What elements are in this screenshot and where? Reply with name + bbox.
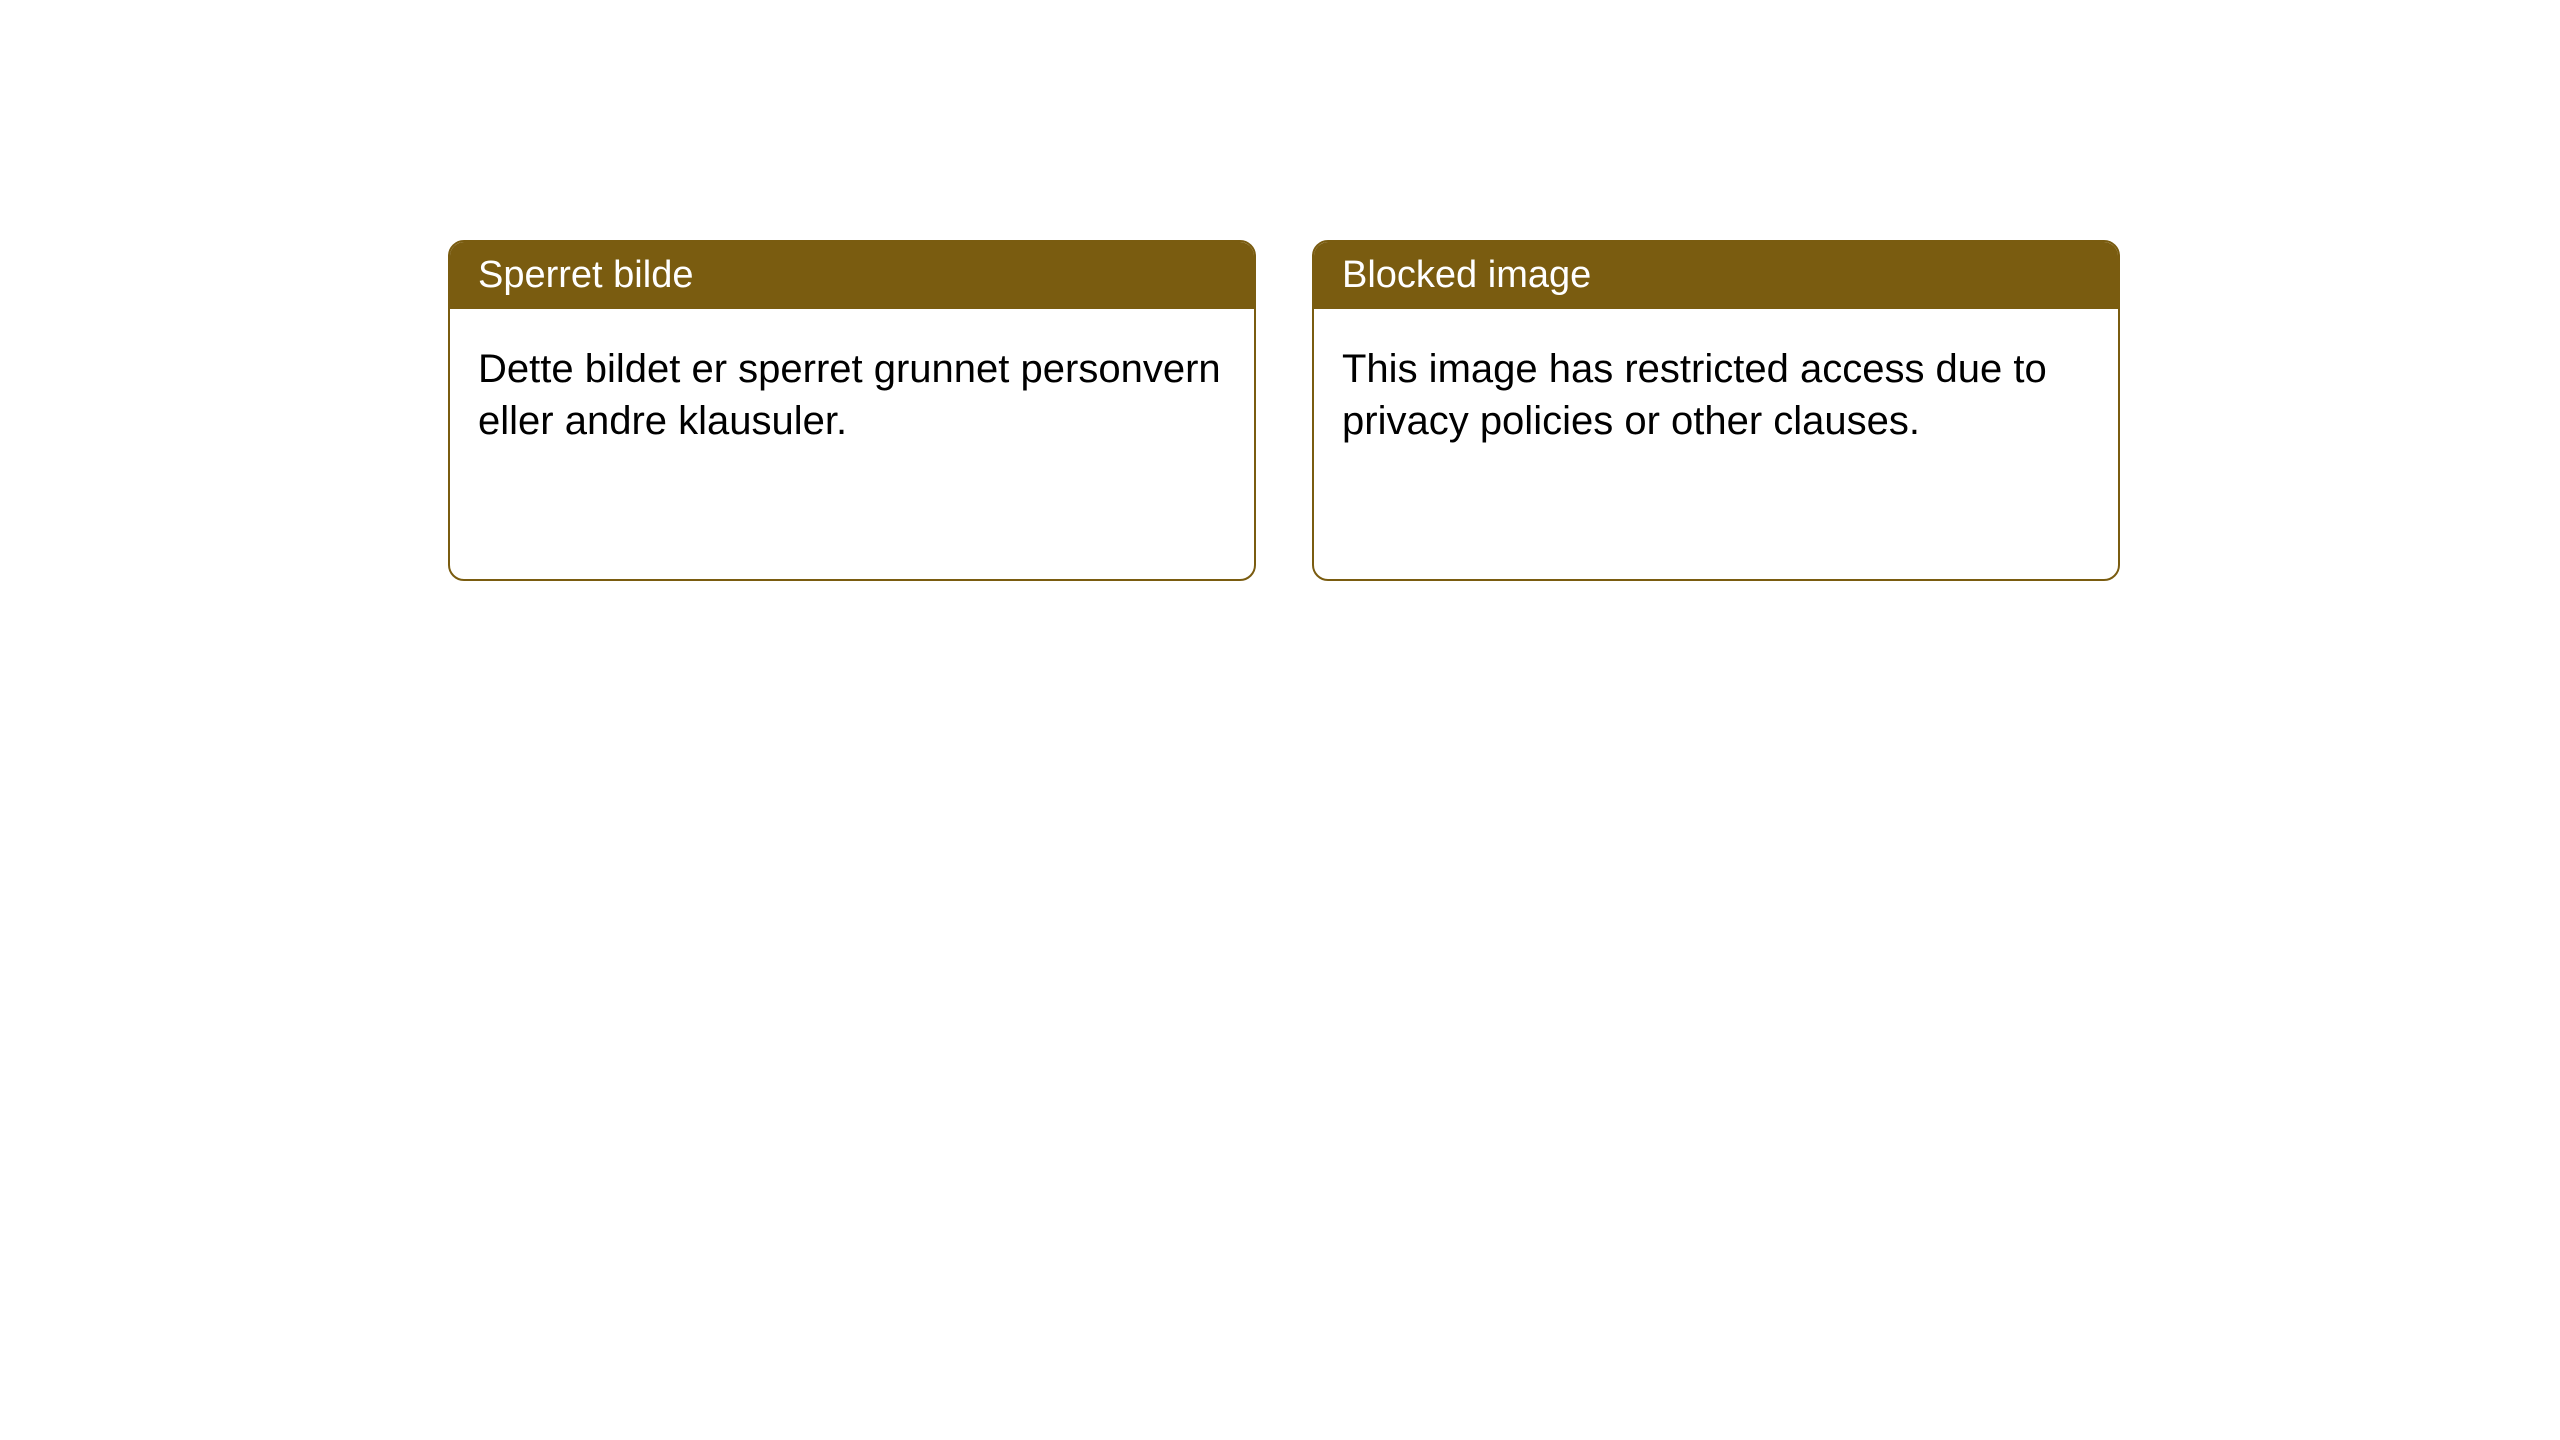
notice-header-norwegian: Sperret bilde: [450, 242, 1254, 309]
notice-header-english: Blocked image: [1314, 242, 2118, 309]
notice-card-norwegian: Sperret bilde Dette bildet er sperret gr…: [448, 240, 1256, 581]
notice-container: Sperret bilde Dette bildet er sperret gr…: [0, 0, 2560, 581]
notice-body-norwegian: Dette bildet er sperret grunnet personve…: [450, 309, 1254, 579]
notice-body-english: This image has restricted access due to …: [1314, 309, 2118, 579]
notice-card-english: Blocked image This image has restricted …: [1312, 240, 2120, 581]
